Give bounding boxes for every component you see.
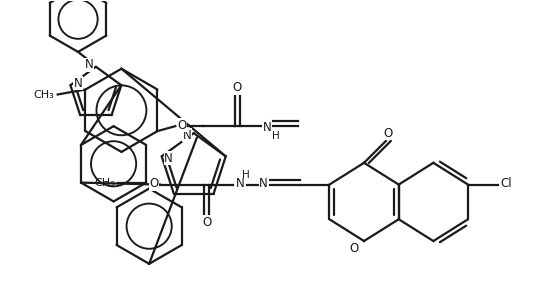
Text: Cl: Cl <box>501 177 512 190</box>
Text: O: O <box>202 216 211 229</box>
Text: CH₃: CH₃ <box>33 90 54 101</box>
Text: O: O <box>150 177 159 190</box>
Text: N: N <box>236 177 245 190</box>
Text: N: N <box>164 152 173 165</box>
Text: H: H <box>242 170 250 180</box>
Text: O: O <box>177 119 186 132</box>
Text: N: N <box>183 129 191 142</box>
Text: H: H <box>272 131 280 141</box>
Text: N: N <box>259 177 268 190</box>
Text: N: N <box>84 58 93 71</box>
Text: O: O <box>350 243 359 255</box>
Text: CH₃: CH₃ <box>95 178 115 188</box>
Text: O: O <box>232 81 241 94</box>
Text: N: N <box>74 77 83 90</box>
Text: N: N <box>263 121 272 134</box>
Text: O: O <box>383 127 392 140</box>
